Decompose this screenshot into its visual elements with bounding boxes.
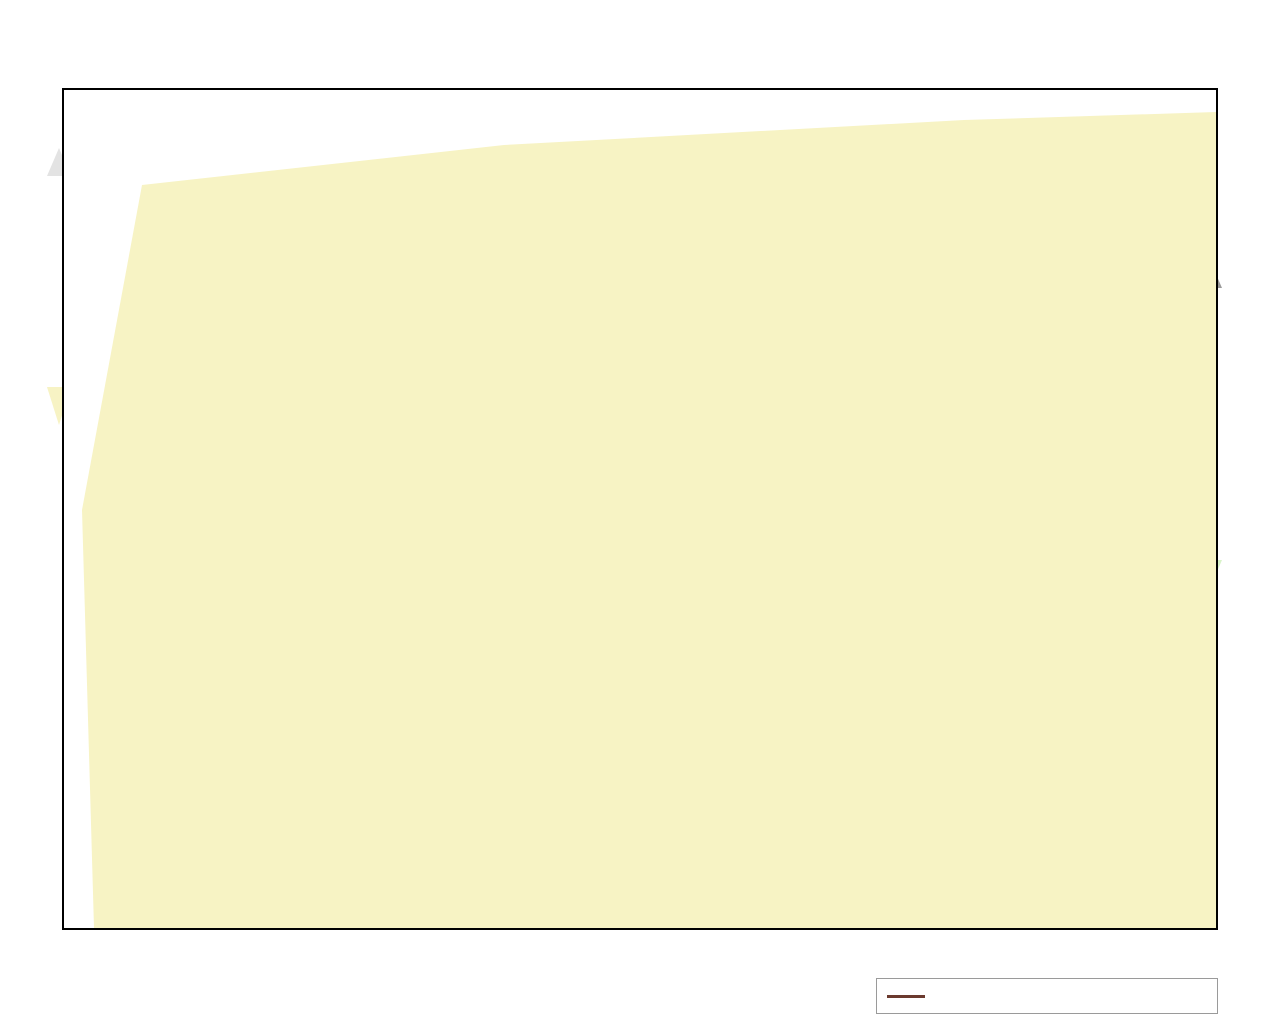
weather-map[interactable] — [62, 88, 1218, 930]
pressure-legend — [876, 978, 1218, 1014]
pressure-line-swatch — [887, 994, 925, 998]
map-canvas — [64, 90, 1216, 928]
model-domain-land — [82, 112, 1216, 928]
